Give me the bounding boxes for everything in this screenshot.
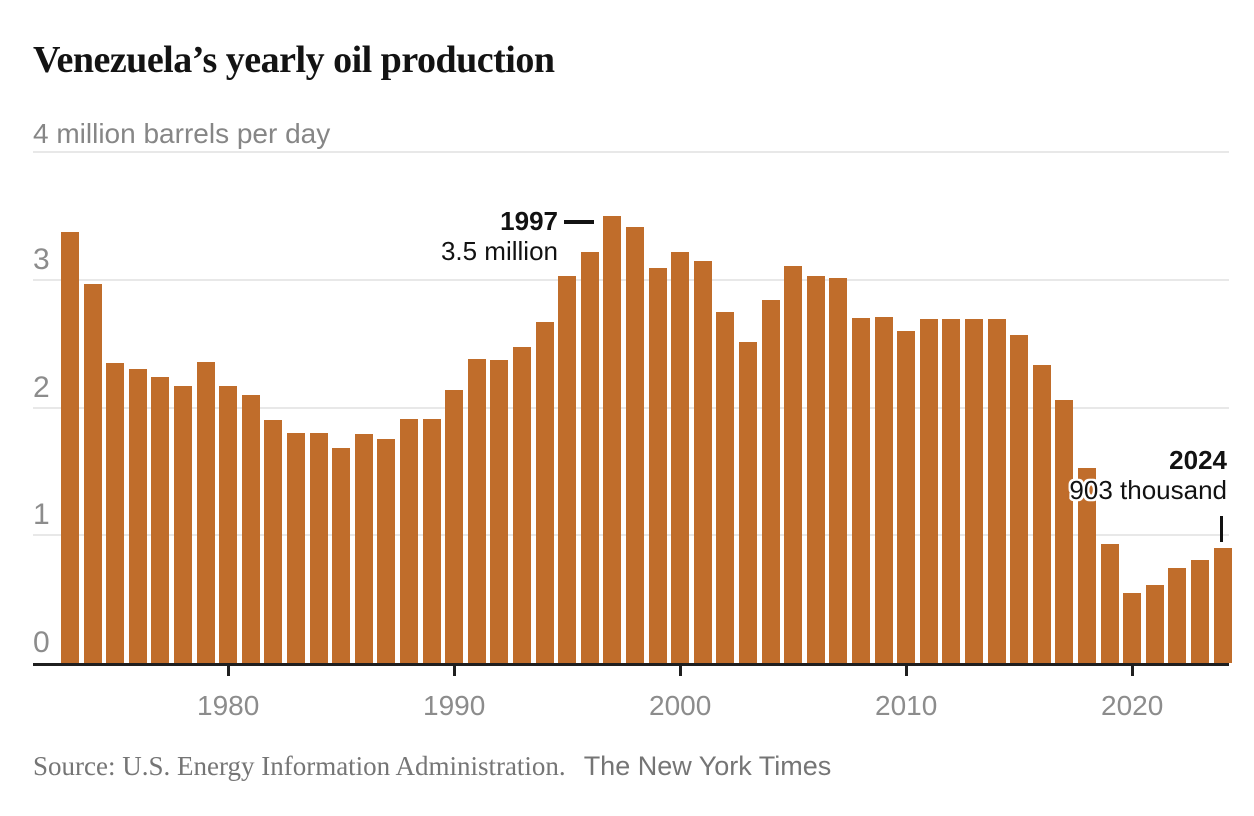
- bar-1973: [61, 232, 79, 663]
- x-tick-label-2010: 2010: [875, 690, 938, 721]
- bar-1991: [467, 358, 486, 663]
- bar-1996: [580, 251, 599, 663]
- bar-1979: [196, 361, 215, 663]
- y-tick-label-1: 1: [33, 498, 50, 532]
- y-tick-label-3: 3: [33, 242, 50, 276]
- bar-2018: [1078, 467, 1096, 663]
- bar-1988: [400, 419, 418, 663]
- y-tick-label-2: 2: [33, 370, 50, 404]
- gridline-4: [33, 151, 1229, 153]
- bar-2006: [806, 275, 825, 663]
- plot-area: 0 1 2 3 1980 1990 2000 2010 2020: [33, 151, 1232, 721]
- y-axis-top-label: 4 million barrels per day: [33, 118, 331, 149]
- credit-text: The New York Times: [583, 751, 832, 781]
- y-tick-label-0: 0: [33, 626, 50, 659]
- bar-1985: [332, 448, 351, 663]
- bar-2010: [897, 330, 916, 663]
- bar-1999: [648, 268, 667, 663]
- latest-callout-line: [1220, 516, 1223, 542]
- x-tick-label-2000: 2000: [649, 690, 712, 721]
- bar-2024: [1213, 547, 1232, 663]
- bar-2017: [1055, 399, 1074, 663]
- x-tick-1980: [226, 666, 230, 676]
- peak-year-label: 1997: [500, 206, 558, 236]
- bar-2021: [1145, 585, 1164, 663]
- bar-2023: [1191, 559, 1209, 663]
- bar-1980: [219, 385, 238, 663]
- bar-2007: [829, 278, 848, 663]
- bar-1997: [603, 215, 622, 663]
- x-tick-2010: [904, 666, 908, 676]
- bar-1984: [309, 433, 328, 663]
- bar-2012: [942, 319, 961, 663]
- source-line: Source: U.S. Energy Information Administ…: [33, 748, 831, 784]
- bar-2005: [784, 265, 803, 663]
- source-text: Source: U.S. Energy Information Administ…: [33, 751, 566, 781]
- bar-1993: [513, 347, 531, 663]
- bar-2016: [1032, 365, 1051, 663]
- bar-1982: [264, 420, 283, 663]
- bar-2013: [965, 319, 983, 663]
- bar-2001: [693, 260, 712, 663]
- latest-value-label: 903 thousand: [1069, 475, 1227, 505]
- bar-2011: [919, 319, 938, 663]
- x-tick-2000: [678, 666, 682, 676]
- annotation-peak: 1997 3.5 million: [441, 206, 558, 266]
- bar-1990: [445, 389, 464, 663]
- bar-1975: [106, 362, 125, 663]
- bar-1983: [287, 433, 305, 663]
- bar-1974: [83, 283, 102, 663]
- bar-1977: [151, 376, 170, 663]
- bar-2009: [874, 316, 893, 663]
- x-tick-label-2020: 2020: [1101, 690, 1164, 721]
- bar-1978: [174, 385, 192, 663]
- bar-2019: [1100, 544, 1119, 663]
- bar-1976: [128, 369, 147, 663]
- bar-2002: [716, 311, 735, 663]
- bar-1986: [354, 434, 373, 663]
- bar-1998: [626, 227, 644, 663]
- bar-2014: [987, 319, 1006, 663]
- bar-1981: [241, 394, 260, 663]
- bar-2004: [761, 300, 780, 663]
- bar-2015: [1010, 334, 1029, 663]
- bar-1987: [377, 439, 396, 663]
- bar-1995: [558, 275, 577, 663]
- peak-callout-dash: [564, 220, 594, 224]
- bar-1992: [490, 360, 509, 663]
- bar-1989: [422, 419, 441, 663]
- peak-value-label: 3.5 million: [440, 236, 558, 266]
- x-tick-2020: [1130, 666, 1134, 676]
- bar-1994: [535, 321, 554, 663]
- bar-2020: [1123, 592, 1142, 663]
- chart-title: Venezuela’s yearly oil production: [33, 39, 555, 81]
- bar-2008: [852, 318, 870, 663]
- bar-2000: [671, 251, 690, 663]
- x-tick-label-1980: 1980: [197, 690, 260, 721]
- x-tick-label-1990: 1990: [423, 690, 486, 721]
- bar-2022: [1168, 568, 1187, 663]
- annotation-latest: 2024 903 thousand: [1069, 445, 1227, 505]
- x-tick-1990: [452, 666, 456, 676]
- bar-2003: [739, 342, 757, 663]
- latest-year-label: 2024: [1169, 445, 1227, 475]
